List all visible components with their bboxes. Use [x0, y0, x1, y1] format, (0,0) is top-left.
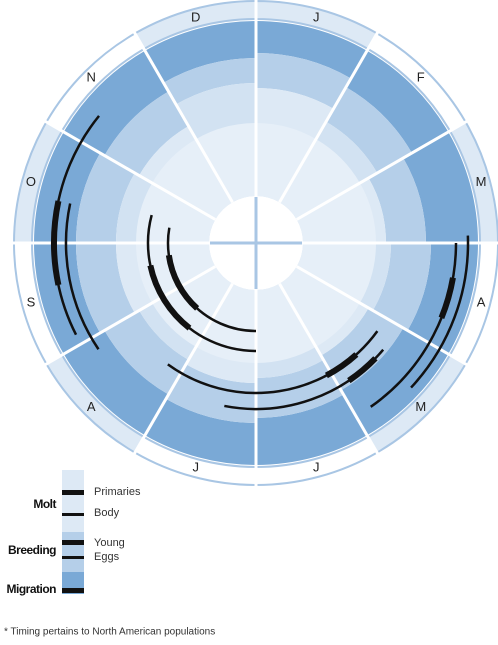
legend-bar: [62, 540, 84, 545]
breeding-band: [368, 158, 426, 243]
legend-molt-band: [62, 470, 84, 532]
legend-group: Breeding: [8, 543, 56, 557]
month-label: A: [477, 295, 486, 310]
wheel: J F M A M J J A S O N D: [12, 0, 498, 487]
timing-arc-peak: [147, 264, 192, 331]
timing-arc-peak: [51, 200, 62, 286]
month-divider: [43, 119, 217, 221]
month-divider: [43, 265, 217, 367]
legend-group: Molt: [33, 497, 56, 511]
month-label: A: [87, 399, 96, 414]
legend-breeding-band: [62, 532, 84, 572]
month-divider: [278, 282, 380, 456]
inner-band: [296, 243, 376, 303]
legend-bar: [62, 588, 84, 593]
inner-band: [152, 139, 233, 220]
migration-band: [407, 243, 478, 354]
month-label: J: [192, 459, 199, 474]
legend-group: Migration: [7, 582, 57, 596]
breeding-band: [372, 243, 431, 331]
month-label: M: [415, 399, 426, 414]
month-divider: [278, 30, 380, 204]
legend-bar: [62, 556, 84, 559]
migration-band: [403, 132, 478, 243]
breeding-band: [163, 58, 256, 105]
breeding-band: [326, 87, 412, 173]
inner-band: [196, 123, 256, 203]
legend-item: Body: [94, 507, 120, 519]
timing-arc-peak: [347, 356, 378, 384]
timing-arc-peak: [324, 352, 359, 379]
inner-band: [279, 139, 360, 220]
migration-band: [63, 330, 169, 436]
timing-arc: [369, 242, 458, 408]
inner-band: [279, 266, 360, 347]
timing-arc: [64, 203, 100, 350]
inner-band: [256, 283, 316, 363]
migration-band: [256, 394, 367, 465]
legend-bar: [62, 490, 84, 495]
month-label: O: [26, 174, 36, 189]
migration-band: [256, 21, 367, 79]
legend-item: Young: [94, 537, 125, 549]
legend: Molt Primaries Body Breeding Young Eggs …: [7, 470, 141, 596]
inner-band: [296, 183, 376, 243]
migration-band: [34, 132, 101, 243]
inner-band: [256, 123, 316, 203]
breeding-band: [104, 310, 189, 395]
month-label: N: [87, 70, 96, 85]
inner-band: [196, 283, 256, 363]
month-label: M: [476, 174, 487, 189]
footnote: * Timing pertains to North American popu…: [4, 627, 215, 638]
month-divider: [132, 282, 234, 456]
breeding-band: [104, 91, 189, 176]
breeding-band: [256, 359, 344, 418]
month-label: D: [191, 9, 200, 24]
breeding-band: [76, 153, 135, 243]
breeding-band: [76, 243, 135, 333]
legend-item: Eggs: [94, 551, 120, 563]
migration-band: [34, 243, 101, 354]
migration-band: [145, 398, 256, 465]
breeding-band: [256, 53, 351, 109]
arcs: [51, 115, 470, 411]
month-divider: [295, 119, 469, 221]
migration-band: [145, 21, 256, 83]
month-label: J: [313, 459, 320, 474]
timing-arc-peak: [438, 277, 456, 320]
timing-arc-peak: [165, 254, 200, 311]
month-divider: [132, 30, 234, 204]
inner-band: [136, 183, 216, 243]
month-label: F: [417, 70, 425, 85]
legend-item: Primaries: [94, 486, 141, 498]
legend-bar: [62, 513, 84, 516]
month-label: S: [27, 295, 36, 310]
timing-arc: [410, 235, 470, 389]
month-label: J: [313, 9, 320, 24]
migration-band: [346, 50, 449, 154]
